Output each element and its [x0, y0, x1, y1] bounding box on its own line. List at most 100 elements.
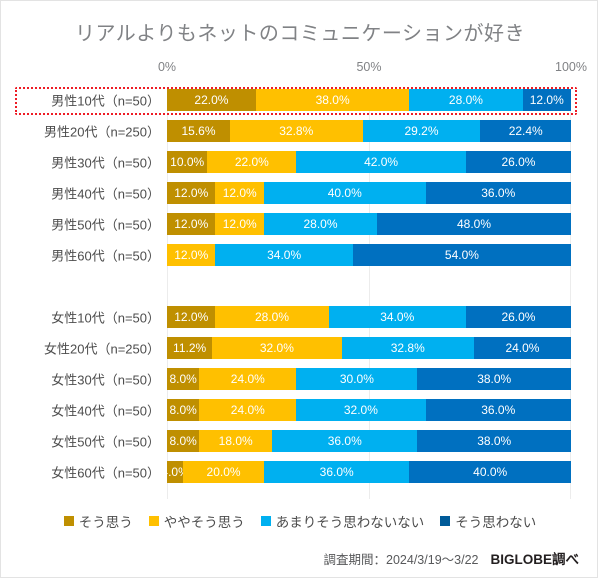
bar-segment-0: 10.0%	[167, 151, 208, 173]
table-row: 女性50代（n=50） 8.0% 18.0% 36.0% 38.0%	[51, 430, 571, 452]
stacked-bar: 11.2% 32.0% 32.8% 24.0%	[167, 337, 571, 359]
bar-segment-3: 22.4%	[480, 120, 571, 142]
stacked-bar: 12.0% 12.0% 40.0% 36.0%	[167, 182, 571, 204]
x-axis: 0% 50% 100%	[1, 60, 599, 76]
legend-item-1[interactable]: ややそう思う	[148, 511, 245, 531]
row-label: 男性30代（n=50）	[51, 155, 160, 171]
bar-segment-1: 38.0%	[255, 89, 410, 111]
stacked-bar: 8.0% 24.0% 32.0% 36.0%	[167, 399, 571, 421]
row-label: 男性60代（n=50）	[51, 248, 160, 264]
table-row: 男性60代（n=50） 12.0% 34.0% 54.0%	[51, 244, 571, 266]
legend-item-2[interactable]: あまりそう思わないない	[260, 511, 425, 531]
bar-segment-3: 12.0%	[522, 89, 571, 111]
legend-item-0[interactable]: そう思う	[63, 511, 133, 531]
gridline-100	[570, 89, 571, 499]
bar-segment-3: 38.0%	[417, 430, 571, 452]
legend-label: あまりそう思わないない	[275, 515, 425, 530]
legend-item-3[interactable]: そう思わない	[440, 511, 536, 531]
row-label: 女性10代（n=50）	[51, 310, 160, 326]
bar-segment-2: 36.0%	[272, 430, 418, 452]
bar-segment-3: 24.0%	[474, 337, 571, 359]
bar-segment-2: 34.0%	[215, 244, 353, 266]
table-row: 女性40代（n=50） 8.0% 24.0% 32.0% 36.0%	[51, 399, 571, 421]
table-row: 女性60代（n=50） 4.0%20.0%36.0%40.0%	[51, 461, 571, 483]
bar-segment-3: 38.0%	[417, 368, 571, 390]
gridline-0	[167, 89, 168, 499]
bar-segment-1: 18.0%	[199, 430, 273, 452]
table-row: 男性10代（n=50） 22.0% 38.0% 28.0% 12.0%	[51, 89, 571, 111]
table-row: 男性30代（n=50） 10.0% 22.0% 42.0% 26.0%	[51, 151, 571, 173]
bar-segment-1: 12.0%	[167, 244, 216, 266]
bar-segment-3: 48.0%	[377, 213, 571, 235]
bar-segment-3: 36.0%	[425, 399, 571, 421]
footer: 調査期間：2024/3/19〜3/22 BIGLOBE調べ	[324, 548, 579, 568]
row-label: 男性10代（n=50）	[51, 93, 160, 109]
bar-segment-0: 22.0%	[167, 89, 256, 111]
legend-swatch-icon	[440, 516, 451, 526]
stacked-bar: 12.0% 34.0% 54.0%	[167, 244, 571, 266]
survey-period: 調査期間：2024/3/19〜3/22	[323, 553, 479, 567]
table-row: 女性10代（n=50） 12.0% 28.0% 34.0% 26.0%	[51, 306, 571, 328]
table-row: 男性40代（n=50） 12.0% 12.0% 40.0% 36.0%	[51, 182, 571, 204]
bar-segment-2: 29.2%	[362, 120, 481, 142]
axis-tick-100: 100%	[555, 60, 587, 74]
bar-segment-1: 24.0%	[199, 368, 297, 390]
row-label: 男性20代（n=250）	[44, 124, 160, 140]
stacked-bar: 4.0%20.0%36.0%40.0%	[167, 461, 571, 483]
table-row: 男性20代（n=250） 15.6% 32.8% 29.2% 22.4%	[44, 120, 571, 142]
bar-segment-1: 32.0%	[212, 337, 342, 359]
bar-segment-1: 22.0%	[207, 151, 297, 173]
row-label: 女性60代（n=50）	[51, 465, 160, 481]
bar-segment-0: 8.0%	[167, 399, 200, 421]
row-label: 女性50代（n=50）	[51, 434, 160, 450]
row-label: 男性50代（n=50）	[51, 217, 160, 233]
axis-tick-0: 0%	[157, 60, 177, 74]
bar-segment-0: 4.0%	[167, 461, 184, 483]
bar-segment-0: 12.0%	[167, 213, 216, 235]
axis-tick-50: 50%	[356, 60, 382, 74]
bar-segment-1: 28.0%	[215, 306, 329, 328]
legend-label: ややそう思う	[163, 515, 245, 530]
bar-segment-1: 24.0%	[199, 399, 297, 421]
bar-segment-1: 12.0%	[215, 213, 264, 235]
bar-segment-3: 26.0%	[465, 306, 571, 328]
bar-segment-0: 15.6%	[167, 120, 231, 142]
bar-segment-0: 12.0%	[167, 182, 216, 204]
stacked-bar: 8.0% 24.0% 30.0% 38.0%	[167, 368, 571, 390]
bar-segment-0: 8.0%	[167, 368, 200, 390]
bar-segment-0: 11.2%	[167, 337, 213, 359]
bar-segment-1: 20.0%	[183, 461, 264, 483]
bar-segment-3: 36.0%	[425, 182, 571, 204]
bar-segment-3: 54.0%	[352, 244, 571, 266]
bar-segment-2: 42.0%	[296, 151, 466, 173]
bar-segment-1: 12.0%	[215, 182, 264, 204]
bar-segment-2: 34.0%	[328, 306, 466, 328]
row-label: 男性40代（n=50）	[51, 186, 160, 202]
chart-legend: そう思う ややそう思う あまりそう思わないない そう思わない	[1, 511, 599, 531]
page-title: リアルよりもネットのコミュニケーションが好き	[75, 23, 525, 45]
stacked-bar: 12.0% 12.0% 28.0% 48.0%	[167, 213, 571, 235]
stacked-bar: 8.0% 18.0% 36.0% 38.0%	[167, 430, 571, 452]
plot-area: 男性10代（n=50） 22.0% 38.0% 28.0% 12.0% 男性20代（n=2…	[44, 89, 571, 499]
stacked-bar: 12.0% 28.0% 34.0% 26.0%	[167, 306, 571, 328]
bar-segment-1: 32.8%	[230, 120, 363, 142]
row-label: 女性30代（n=50）	[51, 372, 160, 388]
stacked-bar: 15.6% 32.8% 29.2% 22.4%	[167, 120, 571, 142]
bar-segment-2: 30.0%	[296, 368, 418, 390]
bar-segment-2: 40.0%	[263, 182, 426, 204]
row-label: 女性20代（n=250）	[44, 341, 160, 357]
stacked-bar: 22.0% 38.0% 28.0% 12.0%	[167, 89, 571, 111]
bar-segment-0: 12.0%	[167, 306, 216, 328]
bar-segment-2: 32.0%	[296, 399, 426, 421]
bar-segment-2: 36.0%	[263, 461, 410, 483]
bar-segment-2: 28.0%	[263, 213, 378, 235]
legend-label: そう思わない	[455, 515, 537, 530]
legend-swatch-icon	[63, 516, 74, 526]
bar-segment-0: 8.0%	[167, 430, 200, 452]
legend-swatch-icon	[148, 516, 159, 526]
legend-swatch-icon	[260, 516, 271, 526]
source-label: BIGLOBE調べ	[490, 552, 579, 567]
table-row: 男性50代（n=50） 12.0% 12.0% 28.0% 48.0%	[51, 213, 571, 235]
stacked-bar: 10.0% 22.0% 42.0% 26.0%	[167, 151, 571, 173]
